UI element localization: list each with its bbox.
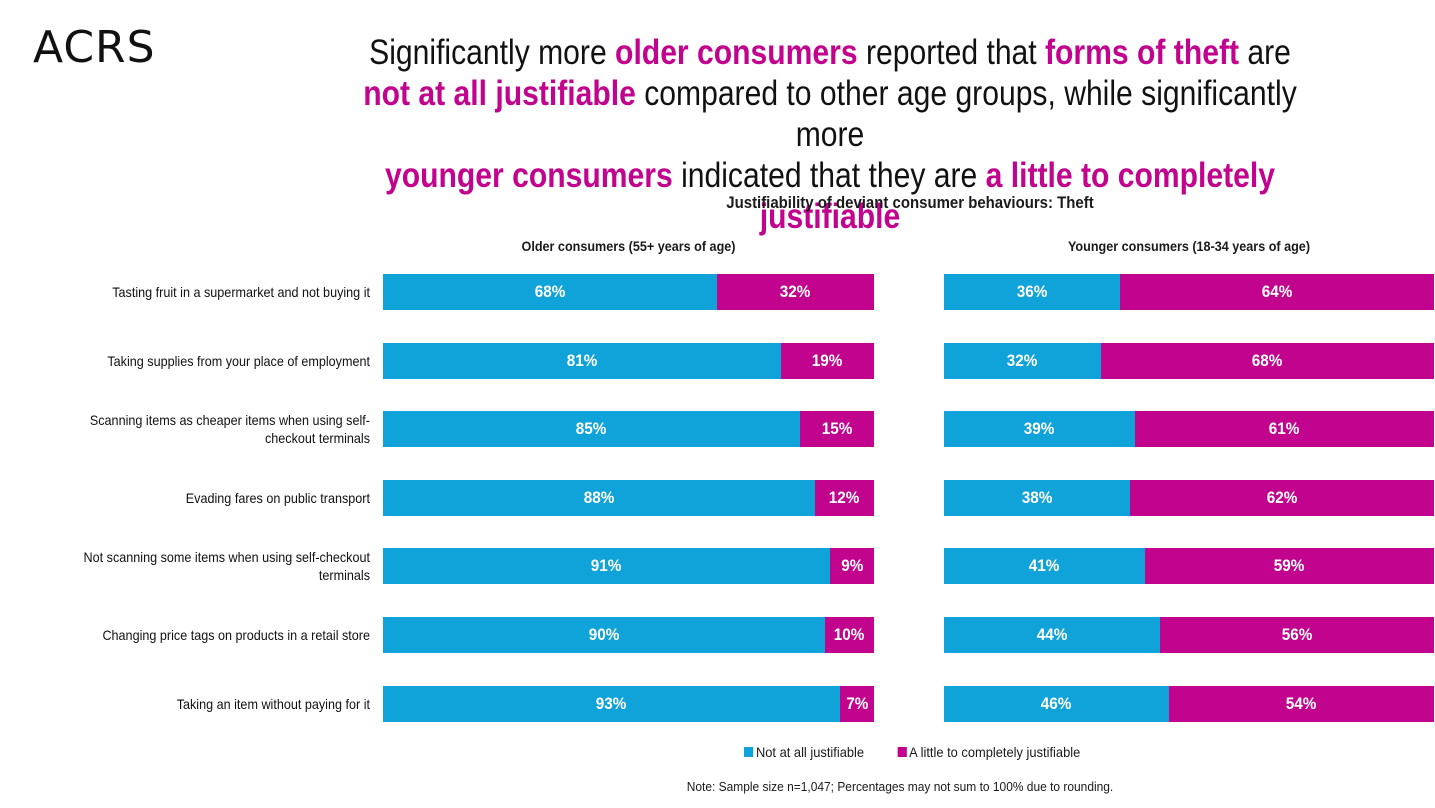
panel-title-younger: Younger consumers (18-34 years of age): [1067, 238, 1311, 254]
bar-value-label: 61%: [1269, 419, 1300, 439]
bar-value-label: 15%: [821, 419, 853, 439]
bar-segment-justifiable: 54%: [1169, 685, 1434, 722]
bar-value-label: 46%: [1041, 693, 1072, 713]
row-label: Taking supplies from your place of emplo…: [107, 352, 370, 369]
bar-value-label: 88%: [583, 487, 615, 507]
row-label: Changing price tags on products in a ret…: [102, 627, 370, 643]
row-label: Not scanning some items when using self-…: [83, 549, 370, 584]
bar-segment-not-justifiable: 85%: [383, 411, 800, 448]
headline-highlight: a little to completely justifiable: [759, 156, 1275, 236]
bar-segment-justifiable: 10%: [825, 617, 874, 653]
bar-value-label: 64%: [1261, 282, 1293, 301]
bar-value-label: 56%: [1281, 625, 1313, 644]
bar-value-label: 9%: [840, 556, 864, 576]
legend-label: Not at all justifiable: [755, 744, 865, 760]
legend-item-not-justifiable: Not at all justifiable: [744, 744, 864, 760]
bar-value-label: 38%: [1021, 487, 1053, 507]
bar-value-label: 93%: [596, 693, 627, 713]
legend-swatch-justifiable: [897, 747, 907, 757]
bar-value-label: 85%: [576, 419, 607, 439]
bar-segment-not-justifiable: 41%: [944, 548, 1145, 585]
headline-highlight: younger consumers: [385, 156, 673, 195]
bar-value-label: 59%: [1274, 556, 1305, 576]
bar-value-label: 39%: [1024, 419, 1055, 439]
bar-value-label: 91%: [591, 556, 622, 576]
bar-segment-justifiable: 64%: [1120, 274, 1434, 310]
footnote: Note: Sample size n=1,047; Percentages m…: [686, 779, 1114, 794]
bar-segment-not-justifiable: 36%: [944, 274, 1120, 310]
bar-value-label: 7%: [845, 693, 869, 713]
bar-segment-not-justifiable: 46%: [944, 685, 1169, 722]
bar-segment-justifiable: 9%: [830, 548, 874, 585]
bar-segment-not-justifiable: 38%: [944, 479, 1130, 516]
row-label: Taking an item without paying for it: [176, 695, 370, 712]
chart-title: Justifiability of deviant consumer behav…: [726, 193, 1094, 212]
bar-value-label: 54%: [1286, 693, 1317, 713]
panel-title-older: Older consumers (55+ years of age): [521, 238, 736, 254]
bar-segment-justifiable: 7%: [840, 685, 874, 722]
bar-value-label: 68%: [1252, 350, 1283, 370]
bar-value-label: 68%: [534, 282, 566, 301]
bar-segment-justifiable: 12%: [815, 479, 874, 516]
bar-value-label: 90%: [588, 625, 620, 644]
headline-text: Significantly more: [369, 33, 616, 72]
bar-value-label: 36%: [1016, 282, 1048, 301]
bar-segment-not-justifiable: 68%: [383, 274, 717, 310]
bar-value-label: 44%: [1036, 625, 1068, 644]
bar-value-label: 62%: [1266, 487, 1298, 507]
bar-segment-not-justifiable: 39%: [944, 411, 1135, 448]
bar-segment-justifiable: 32%: [717, 274, 874, 310]
bar-segment-justifiable: 19%: [781, 342, 874, 379]
bar-segment-not-justifiable: 93%: [383, 685, 840, 722]
bar-segment-not-justifiable: 32%: [944, 342, 1101, 379]
headline-highlight: forms of theft: [1045, 33, 1239, 72]
bar-segment-not-justifiable: 88%: [383, 479, 815, 516]
bar-value-label: 41%: [1029, 556, 1060, 576]
legend-item-justifiable: A little to completely justifiable: [897, 744, 1080, 760]
bar-value-label: 10%: [834, 625, 865, 644]
headline-highlight: not at all justifiable: [363, 74, 636, 113]
bar-segment-justifiable: 15%: [800, 411, 874, 448]
row-label: Tasting fruit in a supermarket and not b…: [112, 284, 370, 300]
bar-segment-not-justifiable: 91%: [383, 548, 830, 585]
bar-segment-justifiable: 56%: [1160, 617, 1434, 653]
bar-value-label: 32%: [1007, 350, 1038, 370]
headline-text: are: [1238, 33, 1291, 72]
row-label: Evading fares on public transport: [185, 489, 370, 506]
bar-value-label: 19%: [812, 350, 843, 370]
bar-segment-not-justifiable: 81%: [383, 342, 781, 379]
legend-label: A little to completely justifiable: [909, 744, 1081, 760]
headline-highlight: older consumers: [615, 33, 858, 72]
bar-segment-justifiable: 68%: [1101, 342, 1434, 379]
headline-text: indicated that they are: [672, 156, 986, 195]
bar-segment-not-justifiable: 90%: [383, 617, 825, 653]
headline: Significantly more older consumers repor…: [340, 32, 1320, 237]
bar-segment-not-justifiable: 44%: [944, 617, 1160, 653]
acrs-logo: ACRS: [33, 22, 156, 73]
legend-swatch-not-justifiable: [744, 747, 754, 757]
bar-value-label: 32%: [780, 282, 811, 301]
bar-segment-justifiable: 59%: [1145, 548, 1434, 585]
bar-segment-justifiable: 62%: [1130, 479, 1434, 516]
headline-text: reported that: [857, 33, 1046, 72]
bar-value-label: 12%: [829, 487, 860, 507]
legend: Not at all justifiable A little to compl…: [744, 744, 1113, 760]
bar-value-label: 81%: [566, 350, 598, 370]
bar-segment-justifiable: 61%: [1135, 411, 1434, 448]
row-label: Scanning items as cheaper items when usi…: [89, 412, 371, 447]
headline-text: compared to other age groups, while sign…: [635, 74, 1297, 154]
